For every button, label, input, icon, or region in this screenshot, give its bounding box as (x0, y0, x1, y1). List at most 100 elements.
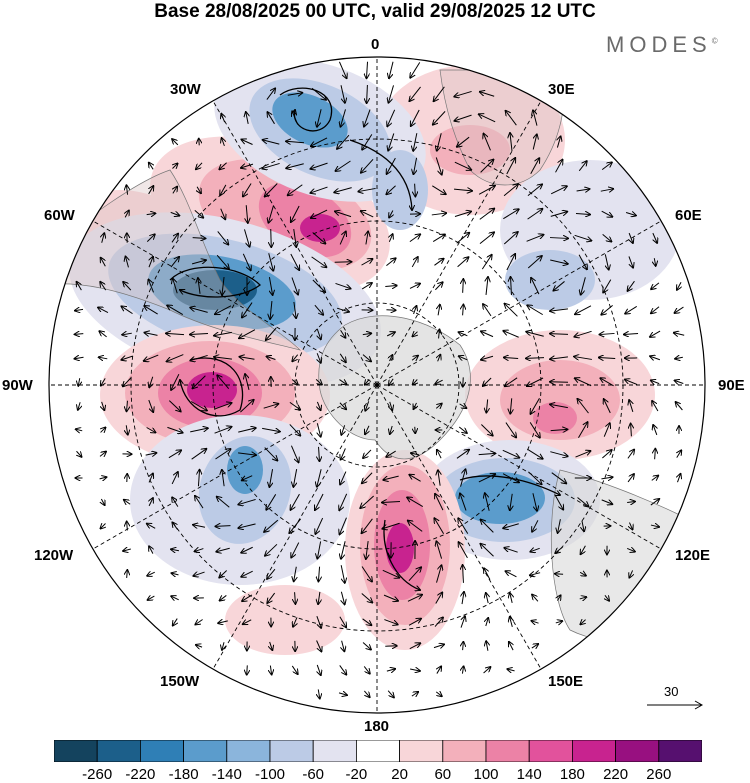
wind-arrow (123, 377, 132, 387)
wind-arrow (310, 162, 328, 169)
wind-arrow (125, 211, 129, 218)
wind-arrow (463, 377, 464, 386)
wind-arrow (294, 566, 297, 582)
wind-arrow (413, 133, 418, 151)
wind-arrow (600, 378, 614, 387)
wind-arrow (390, 401, 392, 410)
wind-arrow (435, 157, 441, 174)
wind-arrow (145, 453, 157, 455)
wind-arrow (382, 501, 401, 502)
wind-arrow (527, 448, 542, 459)
wind-arrow (481, 331, 494, 338)
wind-arrow (434, 259, 443, 266)
wind-arrow (335, 282, 351, 288)
wind-arrow (317, 353, 321, 363)
wind-arrow (480, 544, 494, 557)
wind-arrow (557, 595, 560, 600)
streamline (279, 87, 333, 132)
wind-arrow (339, 380, 346, 385)
wind-arrow (173, 187, 177, 194)
lon-label-90w: 90W (2, 377, 33, 394)
wind-arrow (288, 184, 303, 195)
wind-arrow (264, 447, 278, 461)
wind-arrow (222, 642, 224, 650)
wind-arrow (433, 111, 446, 124)
wind-arrow (479, 114, 496, 123)
wind-arrow (310, 186, 328, 193)
wind-arrow (387, 157, 396, 174)
wind-arrow (409, 475, 421, 482)
wind-arrow (510, 133, 512, 152)
wind-arrow (389, 210, 393, 218)
wind-arrow (510, 493, 512, 510)
wind-arrow (217, 497, 230, 508)
wind-arrow (247, 665, 248, 674)
wind-arrow (438, 355, 441, 362)
wind-arrow (171, 472, 178, 485)
wind-arrow (456, 450, 469, 459)
wind-arrow (126, 185, 127, 195)
wind-arrow (415, 183, 416, 197)
colorbar-swatch (312, 740, 357, 762)
wind-arrow (454, 114, 472, 121)
wind-arrow (366, 232, 368, 245)
wind-arrow (199, 139, 200, 146)
wind-arrow (415, 426, 416, 433)
wind-arrow (389, 234, 392, 242)
colorbar-swatch (485, 740, 530, 762)
wind-arrow (268, 205, 275, 222)
wind-arrow (336, 308, 349, 312)
wind-arrow (361, 211, 374, 218)
wind-arrow (386, 669, 395, 671)
wind-arrow (291, 205, 300, 222)
wind-arrow (149, 376, 152, 388)
wind-arrow (675, 306, 684, 313)
wind-arrow (267, 592, 276, 603)
wind-arrow (340, 471, 347, 485)
wind-arrow (292, 354, 299, 362)
anomaly-weak-positive (225, 585, 345, 655)
wind-arrow (341, 591, 344, 605)
wind-arrow (99, 357, 108, 359)
wind-arrow (100, 282, 107, 291)
wind-arrow (504, 357, 519, 358)
wind-arrow (238, 498, 256, 504)
reference-vector-value: 30 (664, 684, 679, 699)
wind-arrow (193, 375, 206, 389)
wind-arrow (385, 646, 396, 647)
wind-arrow (171, 596, 179, 600)
wind-arrow (149, 186, 154, 195)
wind-arrow (146, 234, 154, 243)
wind-arrow (190, 333, 209, 334)
wind-arrow (462, 592, 464, 605)
wind-arrow (507, 669, 515, 671)
wind-arrow (362, 333, 371, 334)
wind-arrow (291, 665, 297, 674)
wind-arrow (191, 449, 207, 460)
wind-arrow (241, 570, 253, 577)
wind-arrow (526, 332, 544, 337)
wind-arrow (409, 86, 421, 101)
lon-label-180: 180 (364, 718, 390, 735)
wind-arrow (190, 428, 208, 433)
wind-arrow (340, 565, 345, 583)
colorbar-tick-label: -100 (254, 766, 286, 783)
wind-arrow (75, 309, 84, 310)
wind-arrow (574, 330, 592, 336)
wind-arrow (433, 644, 444, 647)
wind-arrow (167, 305, 184, 315)
wind-arrow (458, 426, 467, 433)
wind-arrow (124, 500, 131, 505)
wind-arrow (222, 138, 225, 147)
wind-arrow (384, 619, 397, 625)
colorbar-tick-label: 180 (559, 766, 585, 783)
wind-arrow (578, 161, 586, 172)
wind-arrow (555, 160, 563, 173)
wind-arrow (627, 501, 635, 502)
wind-arrow (286, 141, 305, 142)
wind-arrow (363, 449, 372, 458)
wind-arrow (485, 493, 490, 511)
wind-arrow (506, 158, 515, 175)
wind-arrow (220, 595, 227, 600)
wind-arrow (510, 617, 513, 628)
